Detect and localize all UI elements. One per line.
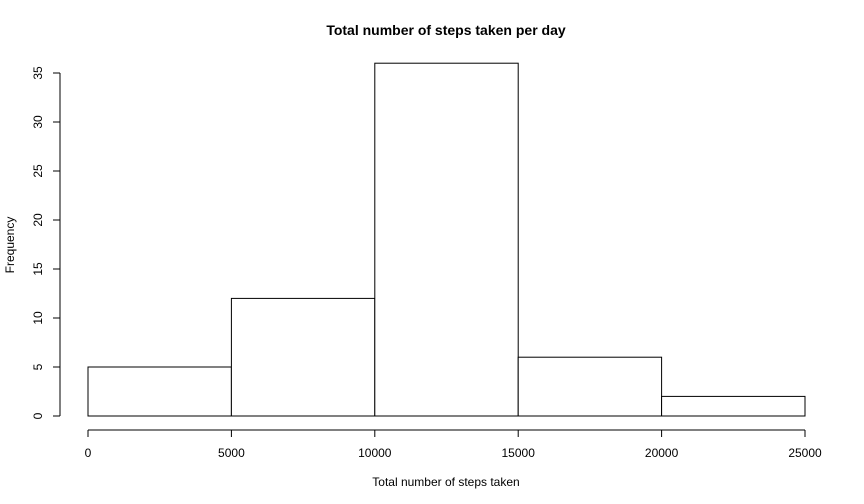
x-axis-label: Total number of steps taken: [372, 475, 519, 489]
histogram-bar: [230, 297, 376, 417]
x-axis: 0 5000 10000 15000 20000 25000: [85, 429, 822, 460]
x-tick-label: 20000: [645, 446, 679, 460]
x-tick-label: 15000: [502, 446, 536, 460]
histogram-bar: [517, 356, 663, 417]
x-tick-label: 5000: [218, 446, 245, 460]
y-axis-label: Frequency: [3, 217, 17, 274]
y-tick-label: 30: [31, 115, 45, 129]
y-axis: 0 5 10 15 20 25 30 35: [31, 66, 61, 419]
x-tick-label: 10000: [358, 446, 392, 460]
y-tick-label: 15: [31, 262, 45, 276]
bars-group: [87, 62, 806, 417]
y-tick-label: 20: [31, 213, 45, 227]
y-tick-label: 25: [31, 164, 45, 178]
x-tick-label: 0: [85, 446, 92, 460]
histogram-bar: [87, 366, 232, 417]
histogram-bar: [374, 62, 519, 417]
y-tick-label: 10: [31, 311, 45, 325]
y-tick-label: 0: [31, 412, 45, 419]
y-tick-label: 35: [31, 66, 45, 80]
y-tick-label: 5: [31, 363, 45, 370]
chart-title: Total number of steps taken per day: [326, 22, 566, 38]
x-tick-label: 25000: [788, 446, 822, 460]
histogram-bar: [661, 395, 806, 417]
